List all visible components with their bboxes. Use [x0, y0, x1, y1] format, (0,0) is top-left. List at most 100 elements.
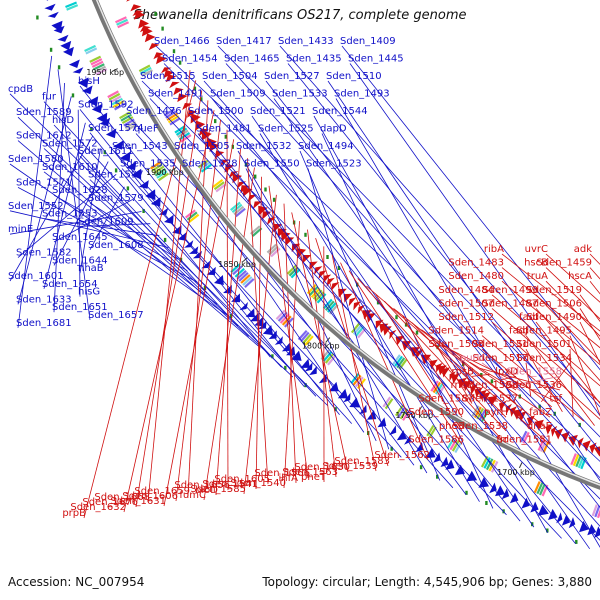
gene-label-sden-1581[interactable]: Sden_1581 — [496, 434, 552, 445]
gene-label-sden-1612[interactable]: Sden_1612 — [16, 131, 72, 142]
gene-label-sden-1539[interactable]: Sden_1539 — [322, 461, 378, 472]
gene-label-sden-1494[interactable]: Sden_1494 — [298, 141, 354, 152]
gene-label-fur[interactable]: fur — [42, 92, 57, 103]
gene-label-sden-1644[interactable]: Sden_1644 — [52, 255, 108, 266]
gene-label-sden-1506[interactable]: Sden_1506 — [526, 298, 582, 309]
gene-label-sden-1585[interactable]: Sden_1585 — [190, 484, 246, 495]
gene-label-sden-1519[interactable]: Sden_1519 — [526, 285, 582, 296]
gene-label-sden-1517[interactable]: Sden_1517 — [472, 353, 528, 364]
gene-label-sden-1651[interactable]: Sden_1651 — [52, 302, 108, 313]
gene-label-sden-1537[interactable]: Sden_1537 — [462, 394, 518, 405]
gene-label-sden-1592[interactable]: Sden_1592 — [78, 99, 134, 110]
gene-label-tsf[interactable]: tsf — [549, 394, 562, 405]
gene-label-sden-1540[interactable]: Sden_1540 — [230, 478, 286, 489]
gene-label-sden-1601[interactable]: Sden_1601 — [8, 271, 64, 282]
gene-label-sden-1587[interactable]: Sden_1587 — [418, 394, 474, 405]
gene-label-sden-1523[interactable]: Sden_1523 — [306, 159, 362, 170]
gene-label-sden-1504[interactable]: Sden_1504 — [202, 71, 258, 82]
gene-label-phet[interactable]: pheT — [301, 472, 327, 483]
gene-label-quef[interactable]: queF — [134, 124, 159, 135]
gene-label-hisg[interactable]: hisG — [78, 287, 100, 298]
gene-label-sden-1521[interactable]: Sden_1521 — [250, 106, 306, 117]
gene-label-sden-1544[interactable]: Sden_1544 — [312, 106, 368, 117]
gene-label-fadi[interactable]: fadI — [519, 312, 538, 323]
gene-label-sden-1659[interactable]: Sden_1659 — [134, 486, 190, 497]
gene-label-sden-1586[interactable]: Sden_1586 — [408, 434, 464, 445]
gene-label-sden-1541[interactable]: Sden_1541 — [202, 479, 258, 490]
gene-label-sden-1484[interactable]: Sden_1484 — [438, 285, 494, 296]
gene-label-sden-1583[interactable]: Sden_1583 — [334, 456, 390, 467]
gene-label-ihfa[interactable]: ihfA — [279, 473, 299, 484]
gene-label-sden-1495[interactable]: Sden_1495 — [516, 326, 572, 337]
gene-label-sden-1597[interactable]: Sden_1597 — [88, 170, 144, 181]
gene-label-sden-1487[interactable]: Sden_1487 — [482, 298, 538, 309]
gene-label-sden-1566[interactable]: Sden_1566 — [254, 468, 310, 479]
gene-label-lpxd[interactable]: lpxD — [495, 366, 518, 377]
gene-label-sden-1611[interactable]: Sden_1611 — [78, 146, 134, 157]
gene-label-sden-1630[interactable]: Sden_1630 — [294, 462, 350, 473]
gene-label-sden-1505[interactable]: Sden_1505 — [174, 141, 230, 152]
gene-label-sden-1508[interactable]: Sden_1508 — [428, 339, 484, 350]
gene-label-prpb[interactable]: prpB — [62, 508, 86, 519]
gene-label-sden-1543[interactable]: Sden_1543 — [112, 141, 168, 152]
gene-label-uvrc[interactable]: uvrC — [525, 244, 548, 255]
gene-label-sden-1466[interactable]: Sden_1466 — [154, 36, 210, 47]
gene-label-hsca[interactable]: hscA — [568, 271, 592, 282]
gene-label-sden-1510[interactable]: Sden_1510 — [326, 71, 382, 82]
gene-label-sden-1531[interactable]: Sden_1531 — [472, 339, 528, 350]
gene-label-sden-1610[interactable]: Sden_1610 — [42, 162, 98, 173]
gene-label-fabz[interactable]: fabZ — [529, 407, 552, 418]
gene-label-sden-1633[interactable]: Sden_1633 — [16, 294, 72, 305]
gene-label-sden-1454[interactable]: Sden_1454 — [162, 54, 218, 65]
gene-label-cpdb[interactable]: cpdB — [8, 84, 33, 95]
gene-label-dapd[interactable]: dapD — [320, 124, 347, 135]
gene-label-sden-1491[interactable]: Sden_1491 — [148, 89, 204, 100]
gene-label-sden-1574[interactable]: Sden_1574 — [88, 123, 144, 134]
gene-label-sden-1552[interactable]: Sden_1552 — [8, 201, 64, 212]
gene-label-sden-1493[interactable]: Sden_1493 — [334, 89, 390, 100]
gene-labels[interactable]: Sden_1409 Sden_1433 Sden_1417 Sden_1466 Sden… — [8, 36, 592, 519]
gene-label-sden-1563[interactable]: Sden_1563 — [282, 467, 338, 478]
gene-label-sden-1588[interactable]: Sden_1588 — [462, 380, 518, 391]
gene-label-sden-1490[interactable]: Sden_1490 — [526, 312, 582, 323]
gene-label-hisd[interactable]: hisD — [52, 115, 74, 126]
gene-label-fumc[interactable]: fumC — [179, 490, 206, 501]
gene-label-trua[interactable]: truA — [527, 271, 548, 282]
gene-label-sden-1483[interactable]: Sden_1483 — [448, 258, 504, 269]
gene-label-sden-1589[interactable]: Sden_1589 — [16, 107, 72, 118]
gene-label-sden-1433[interactable]: Sden_1433 — [278, 36, 334, 47]
gene-label-sden-1606[interactable]: Sden_1606 — [122, 491, 178, 502]
gene-label-sden-1525[interactable]: Sden_1525 — [258, 124, 314, 135]
gene-label-sden-1528[interactable]: Sden_1528 — [182, 159, 238, 170]
gene-label-sden-1632[interactable]: Sden_1632 — [70, 502, 126, 513]
gene-label-sden-1654[interactable]: Sden_1654 — [42, 279, 98, 290]
gene-label-biod[interactable]: bioD — [195, 485, 218, 496]
gene-label-sden-1480[interactable]: Sden_1480 — [448, 271, 504, 282]
gene-label-pyrh[interactable]: pyrH — [484, 407, 508, 418]
gene-label-sden-1507[interactable]: Sden_1507 — [438, 298, 494, 309]
gene-label-sden-1608[interactable]: Sden_1608 — [88, 240, 144, 251]
gene-label-sden-1527[interactable]: Sden_1527 — [264, 71, 320, 82]
gene-label-sden-1668[interactable]: Sden_1668 — [94, 492, 150, 503]
gene-label-sden-1514[interactable]: Sden_1514 — [428, 326, 484, 337]
gene-label-sden-1681[interactable]: Sden_1681 — [16, 318, 72, 329]
gene-label-sden-1465[interactable]: Sden_1465 — [224, 54, 280, 65]
gene-label-sden-1562[interactable]: Sden_1562 — [374, 450, 430, 461]
gene-label-sden-1476[interactable]: Sden_1476 — [126, 106, 182, 117]
gene-label-sden-1582[interactable]: Sden_1582 — [16, 248, 72, 259]
gene-label-rpsb[interactable]: rpsB — [451, 366, 474, 377]
gene-label-sden-1532[interactable]: Sden_1532 — [236, 141, 292, 152]
gene-label-sden-1572[interactable]: Sden_1572 — [42, 138, 98, 149]
gene-label-sden-1409[interactable]: Sden_1409 — [340, 36, 396, 47]
gene-label-sden-1501[interactable]: Sden_1501 — [516, 339, 572, 350]
gene-label-sden-1459[interactable]: Sden_1459 — [536, 258, 592, 269]
gene-label-sden-1538[interactable]: Sden_1538 — [452, 421, 508, 432]
gene-label-sden-1499[interactable]: Sden_1499 — [482, 285, 538, 296]
gene-label-fadj[interactable]: fadJ — [509, 326, 528, 337]
gene-label-puru[interactable]: purU — [460, 353, 484, 364]
gene-label-frr[interactable]: frr — [496, 434, 508, 445]
gene-label-sden-1628[interactable]: Sden_1628 — [52, 185, 108, 196]
gene-label-sden-1500[interactable]: Sden_1500 — [188, 106, 244, 117]
gene-label-sden-1645[interactable]: Sden_1645 — [52, 232, 108, 243]
gene-label-phes[interactable]: pheS — [439, 421, 464, 432]
